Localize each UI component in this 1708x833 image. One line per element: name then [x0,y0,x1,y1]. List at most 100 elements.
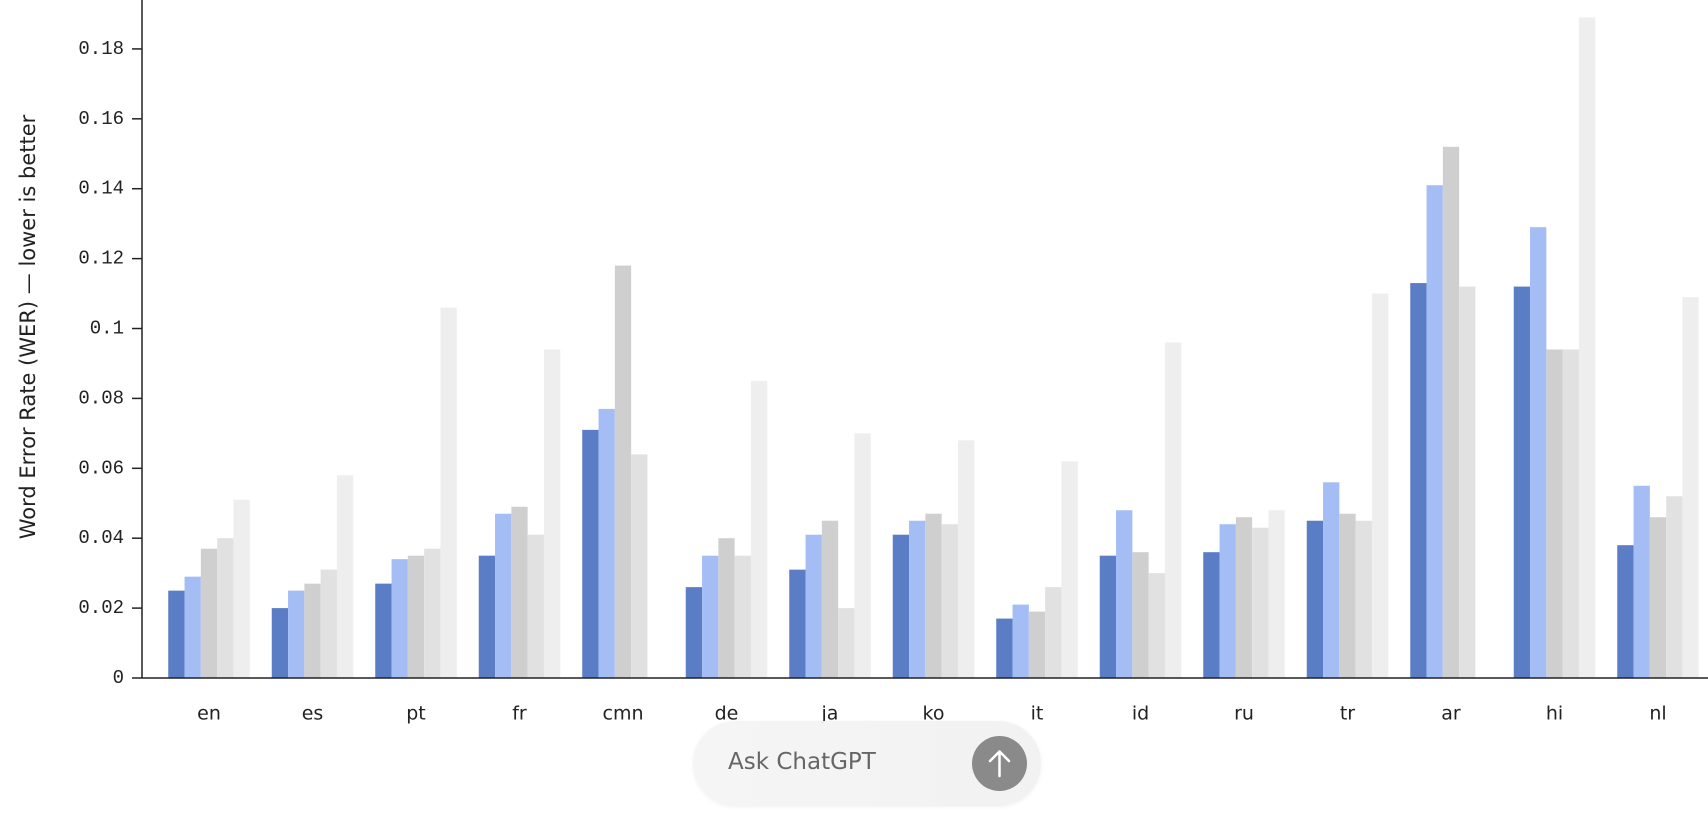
x-tick-label: ko [923,703,945,725]
bar [1426,185,1443,678]
send-button[interactable] [972,736,1027,791]
bar [1633,485,1650,678]
x-tick-label: ru [1234,703,1254,725]
bar [582,429,599,678]
bar [1513,286,1531,678]
bar [957,440,975,678]
x-tick-label: es [302,703,324,725]
x-tick-label: tr [1340,703,1355,725]
bar [200,548,218,678]
bar [789,569,806,678]
bar [1371,293,1389,678]
x-tick-label: ja [821,703,839,725]
bar [996,618,1013,678]
bar [1132,552,1149,678]
bar [511,506,528,678]
bar [1012,604,1029,678]
bar [1649,517,1667,678]
x-tick-label: id [1132,703,1149,725]
bar [702,555,719,678]
bar [1099,555,1117,678]
bar [1459,286,1476,678]
bar [217,538,234,678]
bar [1666,496,1683,678]
bar [1578,17,1596,678]
bar [407,555,425,678]
bar [336,475,354,678]
bar [1203,552,1220,678]
bar [1410,283,1427,678]
y-tick-label: 0.12 [78,248,124,270]
y-tick-label: 0.08 [78,387,124,409]
bar [1061,461,1078,678]
x-tick-label: it [1031,703,1044,725]
bar [805,534,822,678]
bar [925,513,942,678]
bar [1682,297,1699,678]
x-tick-label: cmn [603,703,644,725]
x-tick-label: hi [1546,703,1563,725]
bar [821,520,839,678]
bar [734,555,751,678]
y-tick-label: 0.04 [78,527,124,549]
bar [941,524,958,678]
bar [320,569,337,678]
bar [598,408,615,678]
bar [1323,482,1340,678]
bar [1339,513,1356,678]
bar [304,583,321,678]
bar [527,534,544,678]
bar [424,548,441,678]
y-tick-label: 0 [113,667,124,689]
bar [685,587,703,678]
y-tick-label: 0.16 [78,108,124,130]
send-icon [988,750,1011,778]
bar [1045,587,1062,678]
bar [391,559,408,678]
bar [233,499,250,678]
bar [909,520,926,678]
x-tick-label: ar [1441,703,1461,725]
y-tick-label: 0.02 [78,597,124,619]
bar [1219,524,1236,678]
bar [1028,611,1046,678]
bar [1355,520,1372,678]
x-tick-label: pt [406,703,426,725]
bar [892,534,910,678]
bar [543,349,561,678]
bar [1306,520,1324,678]
bar [1268,510,1285,678]
bar [168,590,185,678]
x-tick-label: de [715,703,739,725]
bar [288,590,305,678]
bar [1116,510,1133,678]
bar [1562,349,1579,678]
input-placeholder: Ask ChatGPT [728,749,876,775]
bar [718,538,735,678]
y-tick-label: 0.14 [78,178,124,200]
y-tick-label: 0.06 [78,457,124,479]
bar [478,555,496,678]
bar [184,576,201,678]
bar [271,608,289,678]
y-tick-label: 0.1 [90,318,124,340]
bar [1164,342,1182,678]
bar [495,513,512,678]
bar [1148,573,1165,678]
bar [1252,527,1269,678]
chat-input[interactable]: Ask ChatGPT [693,721,1041,806]
bar [1617,545,1634,678]
bar [1530,227,1547,678]
x-tick-label: en [197,703,221,725]
bar [631,454,648,678]
x-tick-label: nl [1649,703,1666,725]
bar [854,433,871,678]
bar [1442,146,1460,678]
x-tick-label: fr [512,703,527,725]
bar [614,265,632,678]
bar [375,583,392,678]
bar [750,380,768,678]
y-axis-title: Word Error Rate (WER) — lower is better [16,114,40,539]
